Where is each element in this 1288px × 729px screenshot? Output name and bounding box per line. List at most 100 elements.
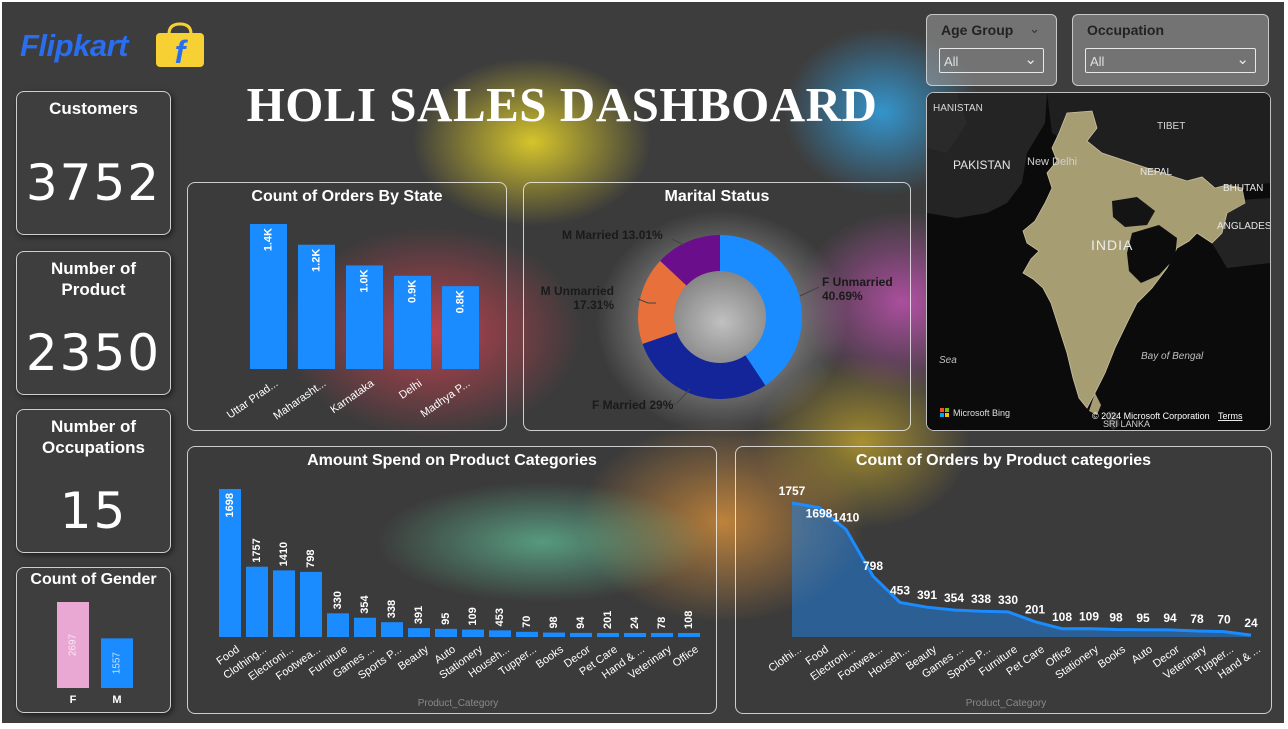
amount-data-label: 354 [359, 595, 371, 614]
gender-category-label: F [70, 694, 77, 706]
amount-data-label: 95 [440, 613, 452, 625]
amount-data-label: 70 [521, 616, 533, 628]
orders-data-label: 201 [1025, 603, 1045, 617]
marital-data-label: 40.69% [822, 289, 863, 303]
amount-bar [300, 571, 322, 637]
occupation-dropdown-chevron-icon[interactable]: ⌄ [1236, 51, 1249, 68]
kpi-occupations-label: Number of Occupations [42, 417, 145, 457]
orders-data-label: 70 [1217, 613, 1231, 627]
state-bar [394, 275, 431, 369]
orders-data-label: 1698 [806, 506, 833, 520]
amount-bar [597, 633, 619, 637]
orders-by-category-title: Count of Orders by Product categories [855, 452, 1152, 469]
orders-data-label: 330 [998, 593, 1018, 607]
map-label-nepal: NEPAL [1140, 167, 1172, 178]
kpi-customers-value: 3752 [25, 154, 162, 212]
state-category-label: Karnataka [328, 377, 377, 416]
marital-data-label: F Unmarried [822, 275, 893, 289]
state-bar [298, 244, 335, 369]
state-bar [346, 265, 383, 369]
age-group-value: All [944, 54, 959, 69]
map-label-bay: Bay of Bengal [1141, 351, 1204, 362]
amount-category-label: Beauty [396, 643, 431, 673]
amount-bar [624, 633, 646, 637]
orders-data-label: 1757 [779, 484, 806, 498]
state-data-label: 0.9K [406, 280, 418, 303]
amount-bar [354, 617, 376, 637]
amount-x-axis-title: Product_Category [418, 698, 499, 709]
kpi-products-label: Number of Product [51, 259, 136, 299]
india-map[interactable]: HANISTAN PAKISTAN New Delhi TIBET NEPAL … [927, 93, 1270, 430]
amount-by-category-title: Amount Spend on Product Categories [307, 452, 597, 469]
age-group-dropdown-chevron-icon[interactable]: ⌄ [1024, 51, 1037, 68]
amount-data-label: 338 [386, 600, 398, 618]
orders-by-category-card: Count of Orders by Product categories 17… [735, 446, 1272, 714]
state-bar [250, 224, 287, 369]
age-group-slicer[interactable]: Age Group ⌄ All ⌄ [926, 14, 1057, 86]
amount-bar [408, 628, 430, 637]
amount-bar [462, 629, 484, 637]
amount-bar [570, 632, 592, 637]
map-label-bangladesh: ANGLADES [1217, 221, 1270, 232]
map-label-pakistan: PAKISTAN [953, 158, 1011, 172]
amount-data-label: 24 [629, 616, 641, 629]
gender-bar [57, 602, 89, 688]
amount-category-label: Office [671, 644, 701, 670]
orders-by-category-chart: 1757Clothi...1698Food1410Electroni...798… [766, 484, 1262, 709]
orders-line [791, 501, 1252, 637]
kpi-customers-label: Customers [49, 99, 138, 118]
state-data-label: 0.8K [454, 290, 466, 313]
orders-x-axis-title: Product_Category [966, 698, 1047, 709]
orders-data-label: 24 [1244, 616, 1258, 630]
state-category-label: Maharasht... [271, 378, 328, 423]
orders-category-label: Books [1096, 643, 1128, 671]
marital-slice [660, 235, 720, 286]
marital-leader-line [664, 388, 691, 405]
amount-bar [246, 566, 268, 637]
map-card[interactable]: HANISTAN PAKISTAN New Delhi TIBET NEPAL … [926, 92, 1271, 431]
logo-glyph: f [175, 34, 189, 68]
brand: Flipkart f [20, 18, 220, 74]
marital-slice [638, 260, 687, 344]
occupation-slicer[interactable]: Occupation All ⌄ [1072, 14, 1269, 86]
orders-data-label: 798 [863, 559, 883, 573]
gender-chart: 2697 F 1557 M [57, 602, 133, 706]
marital-status-title: Marital Status [664, 188, 770, 205]
state-category-label: Madhya P... [419, 378, 473, 421]
amount-bar [273, 570, 295, 637]
marital-data-label: M Unmarried [541, 284, 614, 298]
map-label-sri-lanka: SRI LANKA [1103, 419, 1150, 429]
amount-data-label: 798 [305, 550, 317, 568]
amount-data-label: 108 [683, 611, 695, 629]
amount-data-label: 98 [548, 616, 560, 628]
marital-data-label: 17.31% [573, 298, 614, 312]
amount-data-label: 201 [602, 611, 614, 629]
orders-data-label: 78 [1190, 612, 1204, 626]
map-label-tibet: TIBET [1157, 121, 1185, 132]
map-terms-link[interactable]: Terms [1218, 411, 1243, 421]
map-label-new-delhi: New Delhi [1027, 156, 1077, 168]
kpi-customers-card: Customers 3752 [16, 91, 171, 235]
amount-data-label: 1757 [251, 538, 263, 562]
amount-bar [678, 633, 700, 637]
kpi-occupations-card: Number of Occupations 15 [16, 409, 171, 553]
marital-slice [720, 235, 802, 386]
gender-chart-title: Count of Gender [30, 571, 157, 588]
orders-data-label: 338 [971, 592, 991, 606]
occupation-label: Occupation [1087, 22, 1165, 38]
amount-bar [489, 630, 511, 637]
orders-category-label: Auto [1129, 644, 1154, 667]
age-group-dropdown[interactable]: All ⌄ [939, 48, 1044, 73]
dashboard-title: HOLI SALES DASHBOARD [246, 77, 878, 132]
amount-bar [435, 628, 457, 637]
kpi-products-value: 2350 [25, 324, 162, 382]
occupation-dropdown[interactable]: All ⌄ [1085, 48, 1256, 73]
brand-name: Flipkart [20, 28, 128, 63]
amount-data-label: 109 [467, 607, 479, 625]
orders-data-label: 453 [890, 583, 910, 597]
amount-by-category-card: Amount Spend on Product Categories 1698 F… [187, 446, 717, 714]
kpi-products-card: Number of Product 2350 [16, 251, 171, 395]
age-group-chevron-icon[interactable]: ⌄ [1029, 21, 1040, 36]
gender-data-label: 2697 [68, 633, 79, 656]
